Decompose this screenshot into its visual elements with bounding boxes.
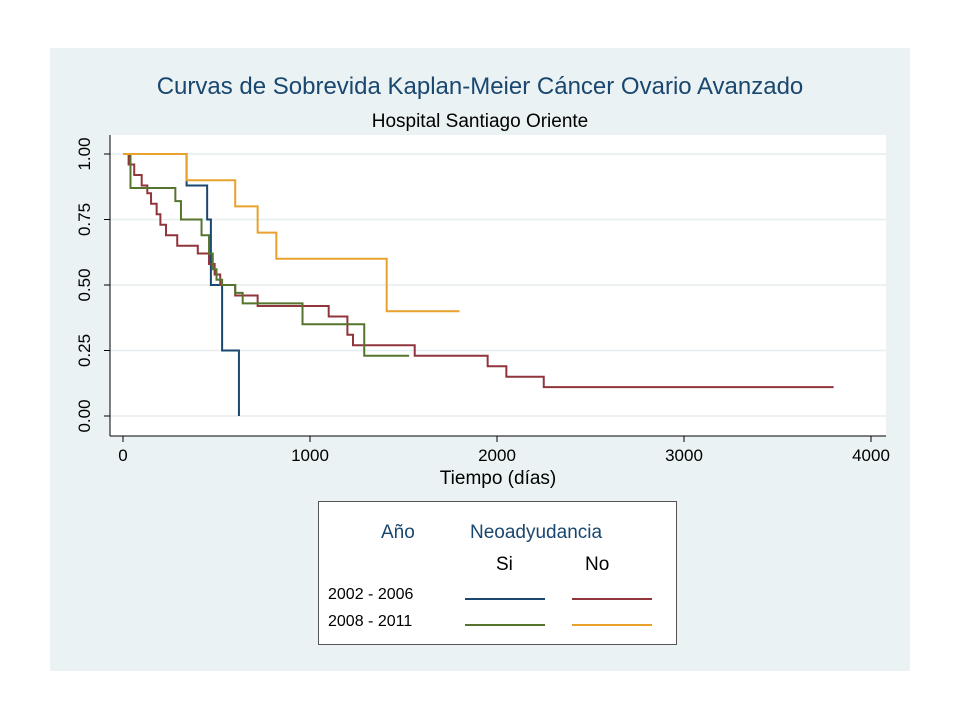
y-tick-label-2: 0.50 (75, 268, 94, 301)
chart-subtitle: Hospital Santiago Oriente (371, 111, 589, 132)
x-tick-label-0: 0 (118, 446, 127, 465)
legend-header-year: Año (381, 522, 415, 543)
series-line-2008-2011-no (123, 153, 460, 313)
y-tick-label-1: 0.25 (75, 334, 94, 367)
legend-line-2008-2011-no (572, 624, 652, 626)
x-tick-label-1: 1000 (291, 446, 329, 465)
legend-col-si: Si (496, 554, 513, 575)
x-axis-label: Tiempo (días) (440, 468, 557, 489)
axes: 0.00 0.25 0.50 0.75 1.00 0 1000 2000 3000 4000 (75, 135, 890, 465)
km-chart: 0.00 0.25 0.50 0.75 1.00 0 1000 2000 3000 4000 Ti… (75, 135, 890, 489)
y-tick-label-4: 1.00 (75, 137, 94, 170)
legend-row-2002-2006: 2002 - 2006 (328, 586, 414, 603)
legend-line-2002-2006-si (465, 598, 545, 600)
legend-line-2008-2011-si (465, 624, 545, 626)
series-line-2008-2011-si (123, 153, 410, 357)
y-tick-label-3: 0.75 (75, 203, 94, 236)
x-tick-label-3: 3000 (665, 446, 703, 465)
chart-frame: Curvas de Sobrevida Kaplan-Meier Cáncer … (50, 48, 910, 671)
chart-title: Curvas de Sobrevida Kaplan-Meier Cáncer … (156, 73, 804, 100)
legend-line-2002-2006-no (572, 598, 652, 600)
x-tick-label-4: 4000 (852, 446, 890, 465)
series-group (123, 153, 834, 416)
x-tick-label-2: 2000 (478, 446, 516, 465)
legend-row-2008-2011: 2008 - 2011 (328, 613, 413, 630)
legend-col-no: No (585, 554, 610, 575)
legend: Año Neoadyudancia Si No 2002 - 2006 2008… (318, 501, 677, 645)
legend-header-group: Neoadyudancia (470, 522, 603, 543)
y-tick-label-0: 0.00 (75, 399, 94, 432)
